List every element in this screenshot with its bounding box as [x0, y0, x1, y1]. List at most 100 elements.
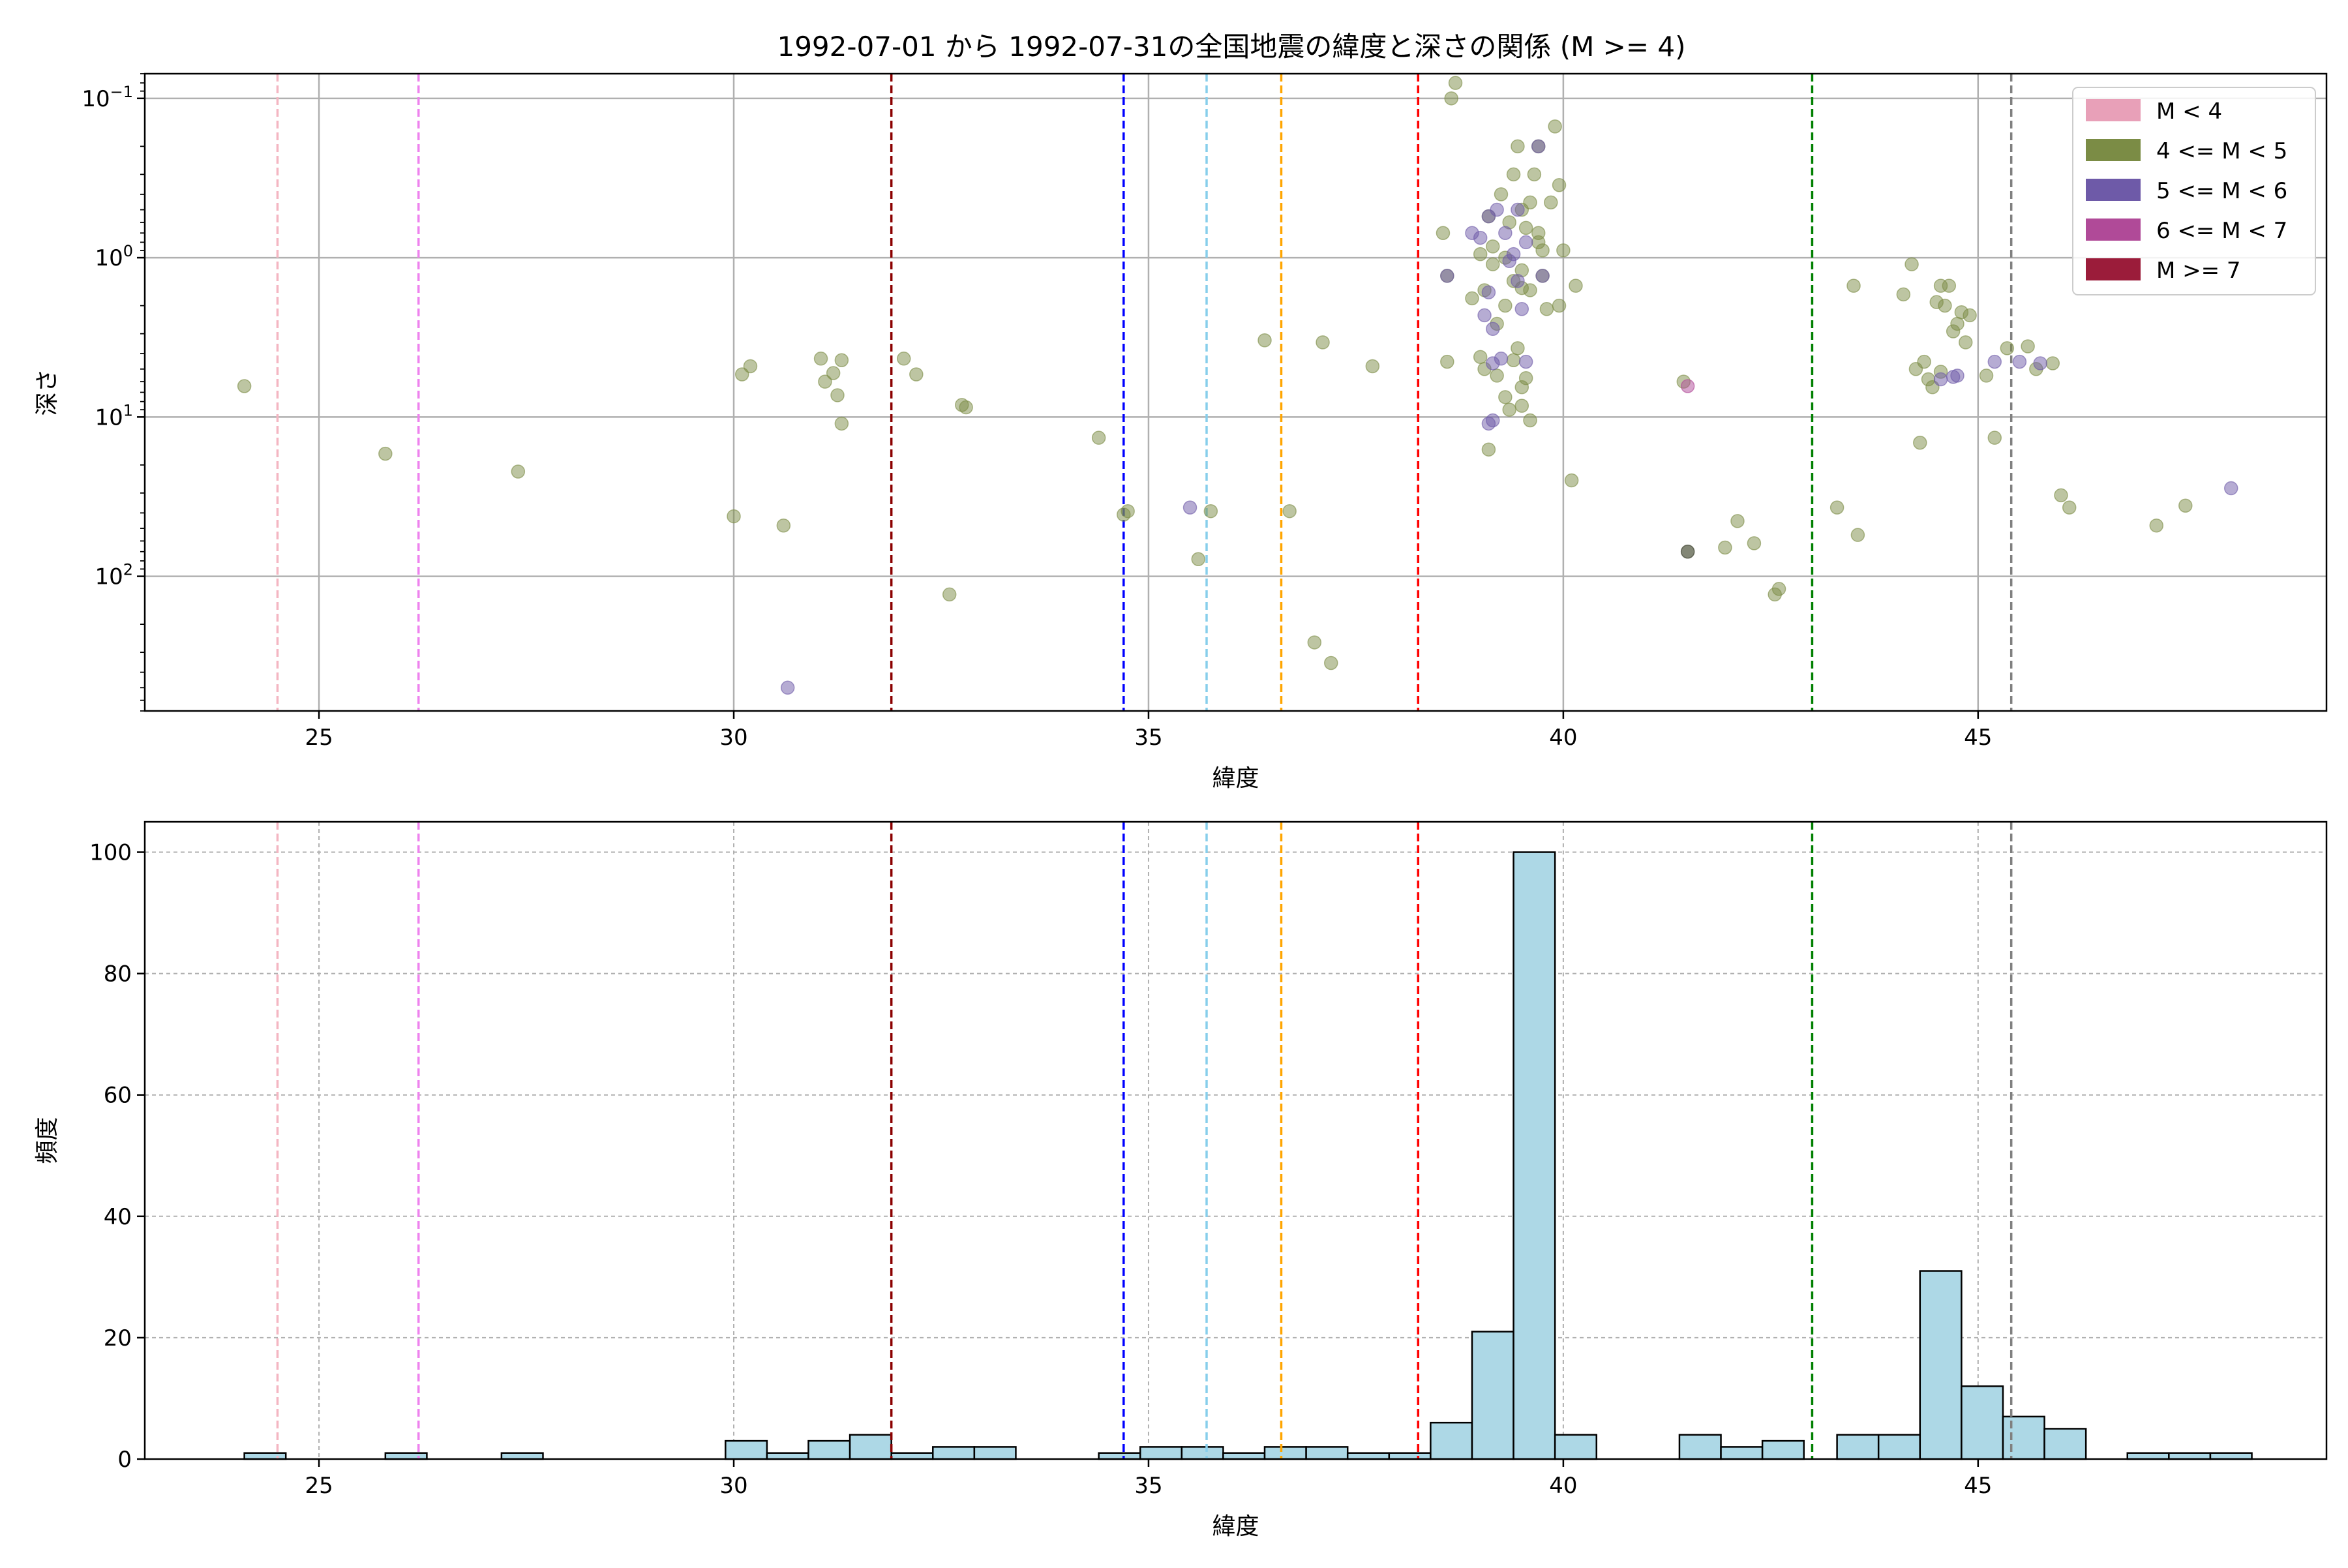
- data-point: [1539, 302, 1554, 316]
- data-point: [1987, 354, 2002, 369]
- histogram-bar: [2002, 1415, 2045, 1460]
- data-point: [2054, 488, 2068, 503]
- histogram-bar: [1181, 1446, 1224, 1460]
- data-point: [1282, 504, 1297, 519]
- data-point: [909, 367, 924, 382]
- scatter-panel: 25 30 35 40 45 10−1 100 101 102 緯度 深さ M < 4 4 <= M <…: [34, 72, 2328, 792]
- histogram-bar: [2209, 1452, 2253, 1460]
- legend-swatch: [2086, 219, 2141, 241]
- data-point: [1829, 500, 1844, 515]
- data-point: [1933, 279, 1948, 293]
- data-point: [1448, 76, 1463, 90]
- data-point: [897, 352, 911, 366]
- legend-swatch: [2086, 258, 2141, 280]
- x-tick-label: 40: [1549, 1473, 1577, 1499]
- y-tick-label: 100: [89, 840, 132, 866]
- data-point: [743, 359, 758, 374]
- histogram-bar: [2043, 1428, 2087, 1460]
- data-point: [826, 366, 841, 380]
- data-point: [1846, 279, 1861, 293]
- data-point: [237, 379, 252, 393]
- histogram-bar: [384, 1452, 428, 1460]
- histogram-bar: [766, 1452, 809, 1460]
- data-point: [1904, 257, 1919, 271]
- data-point: [1365, 359, 1380, 374]
- legend-label: M < 4: [2156, 98, 2222, 125]
- histogram-bar: [973, 1446, 1017, 1460]
- data-point: [2000, 341, 2015, 355]
- histogram-bar: [1263, 1446, 1307, 1460]
- data-point: [1518, 354, 1533, 369]
- data-point: [834, 353, 849, 367]
- y-axis-label: 頻度: [34, 1117, 61, 1164]
- x-axis-label: 緯度: [1212, 1513, 1259, 1540]
- data-point: [1514, 302, 1529, 316]
- data-point: [1917, 354, 1931, 369]
- histogram-bar: [1388, 1452, 1432, 1460]
- data-point: [2021, 339, 2035, 354]
- histogram-bar: [849, 1434, 892, 1460]
- x-tick-label: 45: [1964, 1473, 1992, 1499]
- data-point: [1556, 243, 1571, 258]
- legend-label: 4 <= M < 5: [2156, 138, 2287, 164]
- data-point: [1511, 139, 1525, 154]
- histogram-bar: [500, 1452, 544, 1460]
- legend: M < 4 4 <= M < 5 5 <= M < 6 6 <= M < 7 M >= …: [2072, 87, 2316, 295]
- histogram-bar: [2126, 1452, 2170, 1460]
- data-point: [727, 509, 741, 524]
- data-point: [1444, 91, 1458, 106]
- data-point: [1531, 139, 1546, 154]
- histogram-bar: [807, 1440, 851, 1460]
- data-point: [942, 587, 957, 602]
- data-point: [1440, 354, 1454, 369]
- data-point: [1913, 435, 1927, 450]
- data-point: [1950, 369, 1964, 383]
- legend-swatch: [2086, 139, 2141, 161]
- data-point: [1182, 500, 1197, 515]
- data-point: [1490, 202, 1504, 217]
- legend-swatch: [2086, 99, 2141, 121]
- x-tick-label: 25: [305, 1473, 333, 1499]
- data-point: [1477, 308, 1492, 323]
- data-point: [2178, 498, 2193, 513]
- data-point: [1680, 379, 1695, 393]
- data-point: [1544, 195, 1558, 210]
- data-point: [1324, 656, 1338, 671]
- y-tick-label: 100: [95, 242, 133, 271]
- data-point: [1514, 399, 1529, 413]
- data-point: [1987, 430, 2002, 445]
- data-point: [1486, 413, 1500, 428]
- y-axis-label: 深さ: [34, 369, 61, 415]
- data-point: [1506, 353, 1521, 367]
- y-tick-label: 40: [104, 1204, 132, 1230]
- histogram-bar: [243, 1452, 287, 1460]
- data-point: [834, 416, 849, 431]
- data-point: [1481, 442, 1496, 457]
- data-point: [1191, 552, 1206, 566]
- data-point: [1486, 257, 1500, 271]
- data-point: [1958, 335, 1973, 350]
- data-point: [1486, 322, 1500, 337]
- histogram-panel: 25 30 35 40 45 0 20 40 60 80 100 緯度 頻度: [34, 821, 2328, 1540]
- data-point: [2045, 356, 2060, 370]
- data-point: [1979, 369, 1994, 383]
- data-point: [780, 680, 795, 695]
- data-point: [1490, 369, 1504, 383]
- data-point: [1552, 298, 1567, 313]
- data-point: [1518, 220, 1533, 235]
- data-point: [1747, 536, 1762, 550]
- data-point: [1307, 635, 1322, 650]
- data-point: [818, 374, 832, 389]
- x-axis-label: 緯度: [1212, 765, 1259, 792]
- histogram-bar: [2168, 1452, 2212, 1460]
- data-point: [1465, 291, 1479, 306]
- data-point: [2223, 481, 2238, 496]
- histogram-bar: [1098, 1452, 1141, 1460]
- data-point: [1523, 195, 1537, 210]
- histogram-bar: [725, 1440, 768, 1460]
- histogram-bar: [1346, 1452, 1391, 1460]
- legend-label: 6 <= M < 7: [2156, 218, 2287, 244]
- data-point: [1203, 504, 1218, 519]
